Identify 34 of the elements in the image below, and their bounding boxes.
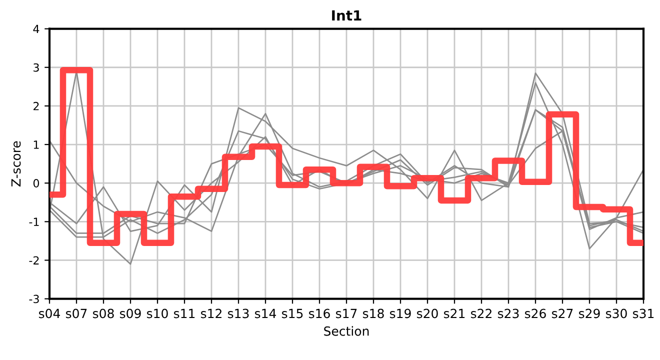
chart-title: Int1 [332,10,362,20]
x-tick-label: s07 [66,308,87,318]
x-tick-label: s30 [606,308,627,318]
x-tick-label: s12 [200,308,222,318]
x-tick-label: s08 [92,308,114,318]
x-axis-title: Section [324,326,369,336]
x-tick-label: s18 [362,308,384,318]
x-tick-label: s16 [308,308,330,318]
x-tick-label: s23 [498,308,519,318]
x-tick-label: s13 [228,308,249,318]
x-tick-label: s22 [470,308,492,318]
y-tick-label: -2 [29,256,39,264]
y-tick-label: -1 [29,218,39,226]
x-tick-label: s04 [38,308,60,318]
y-tick-label: 0 [33,179,40,188]
x-tick-label: s15 [282,308,303,318]
x-tick-label: s17 [336,308,357,318]
x-tick-label: s29 [578,308,600,318]
y-axis-title: Z-score [11,141,21,186]
x-tick-label: s11 [174,308,195,318]
x-tick-label: s26 [524,308,546,318]
x-tick-label: s09 [120,308,141,318]
x-tick-label: s21 [444,308,465,318]
x-tick-label: s19 [390,308,411,318]
y-tick-label: 1 [34,140,39,149]
y-tick-label: -3 [29,294,39,304]
x-tick-label: s14 [254,308,276,318]
x-tick-label: s27 [552,308,573,318]
x-tick-label: s20 [416,308,438,318]
y-tick-label: 3 [34,63,39,72]
y-tick-label: 4 [33,24,40,34]
x-tick-label: s31 [632,308,654,318]
y-tick-label: 2 [34,102,39,110]
x-tick-label: s10 [146,308,168,318]
